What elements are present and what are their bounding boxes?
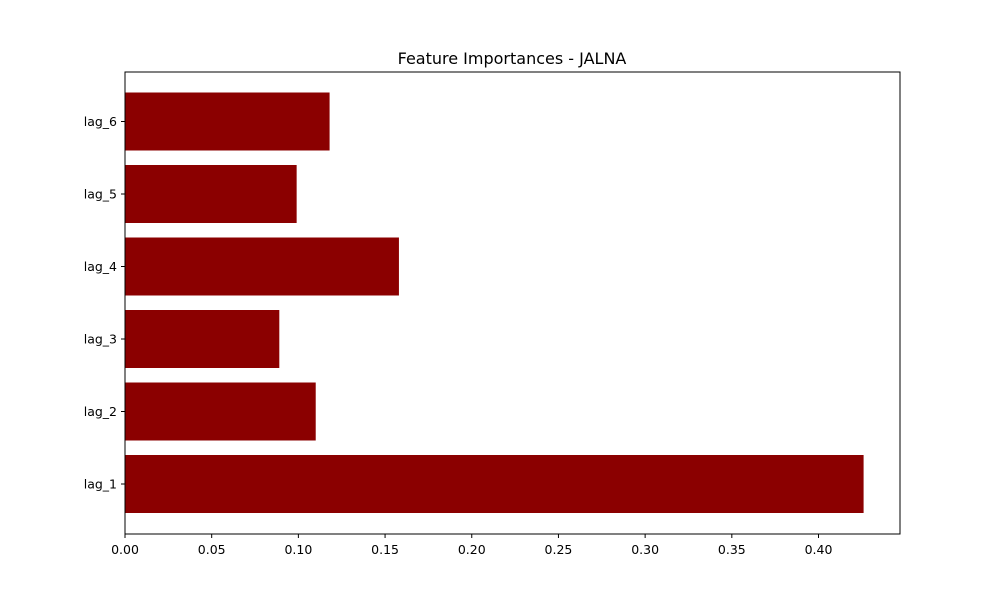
x-tick-label: 0.10 — [284, 542, 312, 557]
x-axis-ticks: 0.00 0.05 0.10 0.15 0.20 0.25 0.30 0.35 0.40 — [111, 534, 832, 557]
x-tick-label: 0.00 — [111, 542, 139, 557]
bar-lag_2 — [125, 382, 316, 441]
bar-lag_6 — [125, 92, 330, 151]
x-tick-label: 0.05 — [198, 542, 226, 557]
x-tick-label: 0.30 — [631, 542, 659, 557]
bar-lag_3 — [125, 310, 280, 368]
y-tick-label: lag_6 — [84, 114, 117, 129]
y-tick-label: lag_4 — [84, 259, 117, 274]
bar-lag_4 — [125, 237, 399, 296]
x-tick-label: 0.40 — [805, 542, 833, 557]
x-tick-label: 0.20 — [458, 542, 486, 557]
y-tick-label: lag_5 — [84, 187, 117, 202]
x-tick-label: 0.25 — [545, 542, 573, 557]
chart-title: Feature Importances - JALNA — [398, 49, 627, 68]
x-tick-label: 0.15 — [371, 542, 399, 557]
y-tick-label: lag_1 — [84, 477, 117, 492]
bar-lag_1 — [125, 455, 864, 513]
x-tick-label: 0.35 — [718, 542, 746, 557]
bars-layer — [125, 92, 864, 513]
plot-frame — [124, 71, 901, 535]
bar-lag_5 — [125, 165, 297, 223]
y-tick-label: lag_3 — [84, 332, 117, 347]
y-tick-label: lag_2 — [84, 404, 117, 419]
y-axis-ticks: lag_1 lag_2 lag_3 lag_4 lag_5 lag_6 — [84, 114, 125, 492]
